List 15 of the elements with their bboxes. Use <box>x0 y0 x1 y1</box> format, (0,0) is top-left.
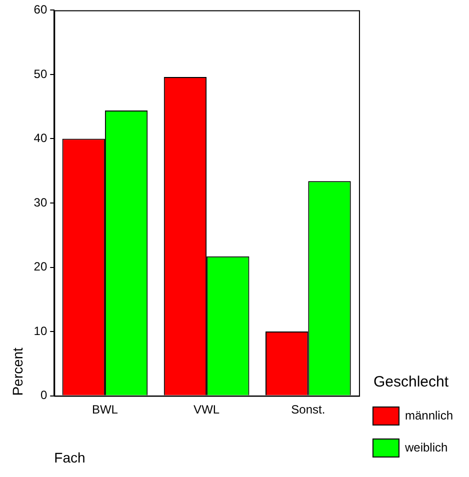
legend-label: weiblich <box>404 440 448 454</box>
x-tick-label: VWL <box>194 402 220 416</box>
y-tick-label: 10 <box>34 324 48 338</box>
x-axis-title: Fach <box>54 449 86 466</box>
y-tick-label: 20 <box>34 260 48 274</box>
legend-label: männlich <box>404 408 454 422</box>
y-tick-label: 30 <box>34 195 48 210</box>
y-tick-label: 40 <box>34 131 48 146</box>
y-tick-label: 0 <box>40 388 48 402</box>
x-tick-label: Sonst. <box>291 402 326 416</box>
x-tick-label: BWL <box>92 402 118 416</box>
y-tick-label: 50 <box>34 66 48 81</box>
legend-title: Geschlecht <box>373 374 450 391</box>
y-tick-label: 60 <box>34 2 48 17</box>
y-axis-title: Percent <box>9 347 26 396</box>
